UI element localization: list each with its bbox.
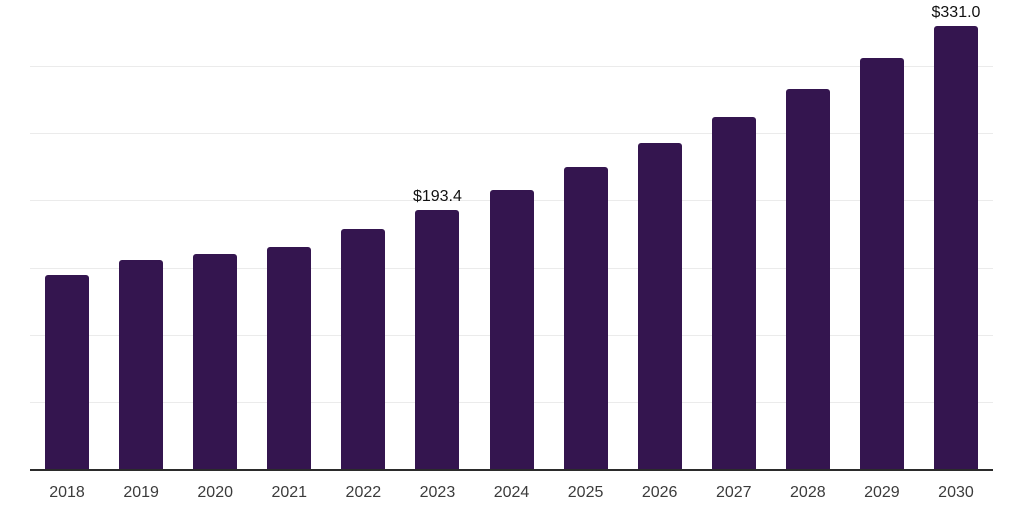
bar-2026 — [637, 143, 682, 470]
bar-band-2019 — [104, 0, 178, 470]
bar-band-2018 — [30, 0, 104, 470]
bar-band-2022 — [326, 0, 400, 470]
bar-band-2029 — [845, 0, 919, 470]
x-tick-2028: 2028 — [790, 484, 826, 501]
bar-band-2021 — [252, 0, 326, 470]
x-tick-2019: 2019 — [123, 484, 159, 501]
gridline-300 — [30, 66, 993, 68]
bar-band-2026 — [623, 0, 697, 470]
bar-band-2030: $331.0 — [919, 0, 993, 470]
bar-band-2025 — [549, 0, 623, 470]
bar-2019 — [119, 259, 164, 470]
bar-band-2027 — [697, 0, 771, 470]
bar-2024 — [489, 189, 534, 470]
bar-band-2020 — [178, 0, 252, 470]
bar-band-2024 — [474, 0, 548, 470]
x-tick-2018: 2018 — [49, 484, 85, 501]
x-axis-tick-labels: 2018 2019 2020 2021 2022 2023 2024 2025 2026 2027… — [30, 483, 993, 502]
x-tick-2026: 2026 — [641, 484, 678, 501]
bar-band-2028 — [771, 0, 845, 470]
x-tick-2020: 2020 — [197, 484, 233, 501]
bar-band-2023: $193.4 — [400, 0, 474, 470]
x-tick-2030: 2030 — [938, 484, 974, 501]
x-tick-2021: 2021 — [271, 484, 308, 501]
gridline-250 — [30, 133, 993, 135]
bar-2022 — [341, 229, 386, 470]
x-axis-line — [30, 469, 993, 471]
bar-2029 — [859, 58, 904, 470]
bar-2025 — [563, 167, 608, 470]
bar-2023 — [415, 210, 460, 470]
bar-2028 — [785, 88, 830, 470]
bar-2018 — [45, 274, 90, 470]
plot-area: $193.4 $331.0 — [30, 0, 993, 471]
bar-2027 — [711, 116, 756, 470]
x-tick-2029: 2029 — [864, 484, 900, 501]
x-tick-2025: 2025 — [567, 484, 604, 501]
x-tick-2023: 2023 — [419, 484, 456, 501]
bars-container: $193.4 $331.0 — [30, 0, 993, 470]
x-tick-2024: 2024 — [493, 484, 530, 501]
x-tick-2027: 2027 — [715, 484, 752, 501]
bar-2021 — [267, 247, 312, 470]
value-label-2030: $331.0 — [931, 3, 981, 21]
bar-2020 — [193, 254, 238, 470]
value-label-2023: $193.4 — [412, 188, 462, 206]
x-tick-2022: 2022 — [345, 484, 382, 501]
bar-2030 — [933, 25, 978, 470]
